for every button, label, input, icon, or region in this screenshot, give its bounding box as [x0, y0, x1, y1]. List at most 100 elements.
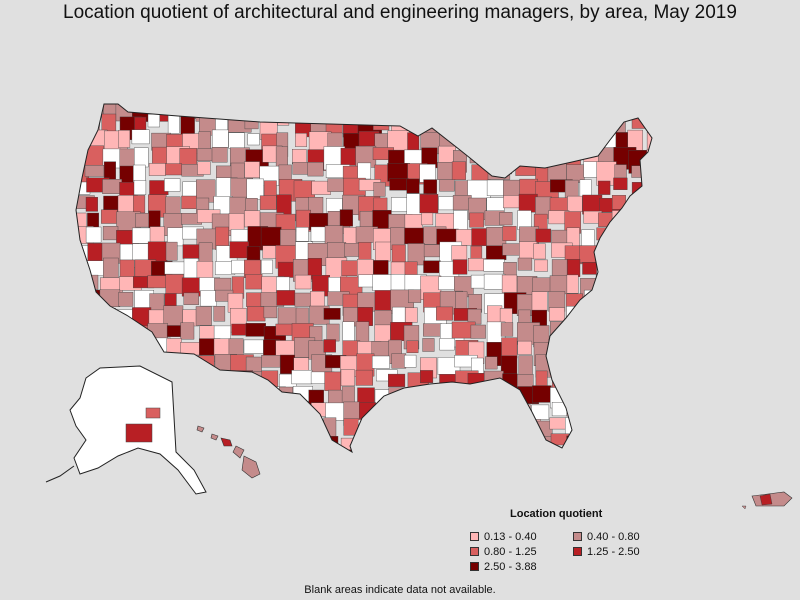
map-region: [483, 259, 505, 272]
map-region: [519, 104, 534, 119]
map-region: [387, 104, 409, 114]
map-region: [309, 420, 324, 443]
map-region: [564, 374, 582, 390]
map-region: [199, 450, 215, 452]
map-region: [595, 274, 615, 296]
legend-label: 2.50 - 3.88: [484, 560, 537, 573]
map-region: [261, 259, 273, 274]
map-region: [615, 228, 638, 247]
map-region: [643, 259, 652, 279]
map-region: [566, 104, 583, 123]
map-region: [388, 373, 406, 387]
legend-grid: 0.13 - 0.40 0.40 - 0.80 0.80 - 1.25 1.25…: [470, 530, 700, 573]
map-region: [103, 308, 116, 333]
map-region: [452, 405, 477, 428]
map-region: [551, 355, 575, 373]
map-region: [406, 434, 422, 452]
map-region: [405, 307, 418, 323]
map-region: [407, 117, 430, 131]
map-region: [197, 161, 211, 175]
map-region: [403, 404, 419, 418]
map-region: [436, 306, 453, 321]
map-region: [229, 241, 250, 259]
map-region: [631, 228, 652, 251]
map-region: [323, 308, 341, 320]
map-region: [84, 164, 105, 177]
legend-label: 0.80 - 1.25: [484, 545, 537, 558]
map-region: [423, 179, 438, 195]
map-region: [439, 389, 457, 410]
map-region: [275, 451, 298, 452]
map-region: [500, 322, 514, 337]
alaska-regions: [70, 366, 206, 494]
map-region: [119, 342, 140, 357]
map-region: [421, 212, 434, 226]
map-region: [419, 193, 439, 214]
map-region: [408, 387, 431, 411]
map-region: [468, 258, 486, 272]
map-region: [566, 387, 585, 411]
map-region: [406, 340, 419, 353]
map-region: [612, 372, 626, 385]
map-region: [357, 162, 372, 180]
map-region: [423, 323, 442, 337]
map-region: [76, 104, 81, 122]
map-region: [612, 454, 625, 472]
map-region: [275, 418, 291, 442]
map-region: [355, 321, 370, 342]
puerto-rico: [741, 491, 793, 510]
map-title: Location quotient of architectural and e…: [63, 2, 737, 23]
map-region: [278, 104, 296, 123]
legend-swatch: [470, 562, 479, 571]
map-region: [549, 145, 563, 159]
map-region: [164, 261, 186, 275]
map-region: [551, 104, 567, 121]
map-region: [499, 161, 512, 175]
map-region: [85, 226, 102, 243]
map-region: [132, 452, 149, 470]
map-region: [339, 104, 357, 116]
map-region: [630, 322, 651, 341]
map-region: [615, 309, 635, 332]
map-region: [213, 387, 237, 410]
map-region: [644, 453, 657, 466]
map-region: [484, 115, 508, 127]
map-region: [165, 163, 182, 176]
map-region: [629, 405, 650, 423]
map-region: [211, 129, 229, 148]
map-region: [501, 337, 518, 359]
map-region: [292, 148, 307, 165]
map-region: [456, 452, 476, 474]
map-region: [180, 322, 195, 340]
map-region: [648, 228, 652, 242]
map-region: [647, 243, 652, 268]
map-region: [613, 405, 634, 422]
map-region: [646, 193, 652, 211]
map-region: [245, 356, 262, 372]
map-region: [373, 117, 390, 131]
map-region: [595, 356, 619, 375]
map-region: [613, 177, 628, 190]
map-region: [531, 131, 545, 146]
map-region: [439, 179, 455, 192]
map-region: [181, 195, 198, 210]
map-region: [536, 453, 555, 467]
map-region: [439, 449, 458, 452]
map-region: [392, 306, 406, 324]
map-region: [438, 115, 462, 131]
map-region: [180, 115, 195, 136]
map-region: [517, 257, 533, 271]
map-region: [309, 104, 324, 119]
map-region: [230, 162, 245, 180]
map-region: [183, 258, 199, 279]
map-region: [613, 274, 626, 287]
map-region: [179, 148, 197, 166]
map-region: [612, 245, 630, 264]
map-region: [76, 293, 93, 312]
map-region: [503, 145, 521, 159]
map-region: [551, 259, 568, 277]
hawaii-islands: [196, 425, 261, 479]
map-region: [582, 114, 602, 130]
map-region: [262, 104, 279, 117]
